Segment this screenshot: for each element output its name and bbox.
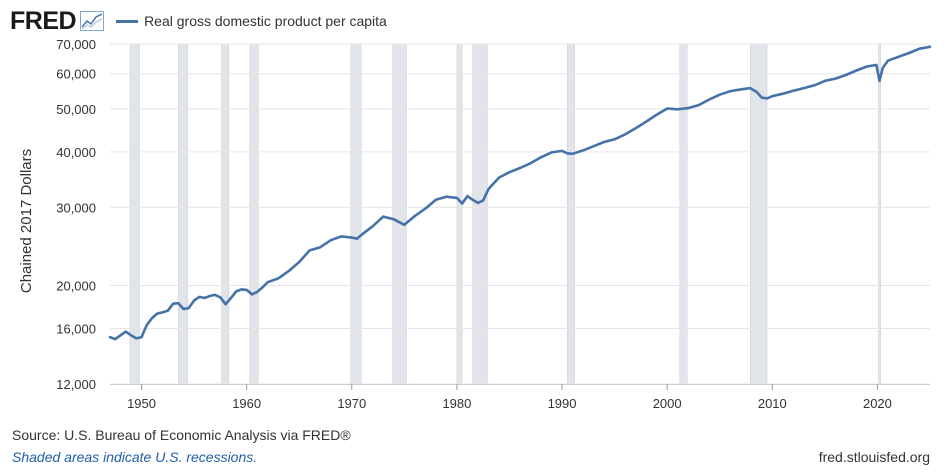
series-line[interactable] (108, 45, 932, 341)
legend: Real gross domestic product per capita (116, 13, 387, 29)
x-tick-label: 1990 (548, 396, 577, 411)
source-note: Source: U.S. Bureau of Economic Analysis… (12, 427, 351, 443)
y-axis-title: Chained 2017 Dollars (18, 149, 35, 293)
footer: Source: U.S. Bureau of Economic Analysis… (12, 427, 930, 473)
legend-swatch (116, 19, 139, 23)
x-tick-label: 1980 (442, 396, 471, 411)
chart-header: FRED Real gross domestic product per cap… (10, 6, 387, 36)
y-tick-label: 12,000 (56, 377, 96, 392)
x-tick-label: 2020 (863, 396, 892, 411)
x-axis-ticks: 1950 1960 1970 1980 1990 2000 2010 2020 (127, 384, 892, 411)
series-layer (108, 45, 932, 341)
y-tick-label: 70,000 (56, 37, 96, 52)
recession-bands (129, 43, 881, 385)
x-tick-label: 1960 (232, 396, 261, 411)
recession-band (456, 43, 463, 385)
y-tick-label: 60,000 (56, 67, 96, 82)
y-tick-label: 40,000 (56, 145, 96, 160)
recession-band (221, 43, 230, 385)
y-tick-label: 16,000 (56, 322, 96, 337)
x-tick-label: 1970 (337, 396, 366, 411)
legend-label: Real gross domestic product per capita (144, 13, 387, 29)
recession-band (472, 43, 488, 385)
recession-band (679, 43, 688, 385)
x-tick-label: 2010 (758, 396, 787, 411)
recession-band (392, 43, 407, 385)
y-tick-label: 50,000 (56, 102, 96, 117)
grid-lines (110, 43, 930, 385)
x-tick-label: 2000 (653, 396, 682, 411)
recessions-note[interactable]: Shaded areas indicate U.S. recessions. (12, 449, 258, 465)
recession-band (878, 43, 881, 385)
recession-band (129, 43, 140, 385)
recession-band (350, 43, 362, 385)
recession-band (249, 43, 259, 385)
chart-line-icon (80, 11, 105, 31)
fred-logo[interactable]: FRED (10, 6, 77, 35)
recession-band (567, 43, 575, 385)
site-link[interactable]: fred.stlouisfed.org (818, 449, 930, 465)
y-tick-label: 20,000 (56, 279, 96, 294)
y-tick-label: 30,000 (56, 200, 96, 215)
y-axis-ticks: 12,000 16,000 20,000 30,000 40,000 50,000 60,0… (56, 37, 96, 392)
x-tick-label: 1950 (127, 396, 156, 411)
recession-band (178, 43, 189, 385)
